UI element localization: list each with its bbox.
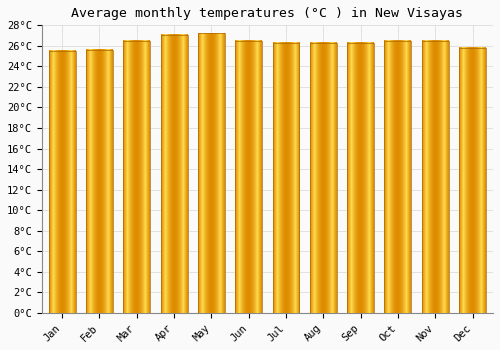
Bar [459,48,486,313]
Bar [124,41,150,313]
Bar [422,41,448,313]
Bar [310,43,336,313]
Bar [198,34,225,313]
Bar [347,43,374,313]
Bar [384,41,411,313]
Bar [86,50,113,313]
Bar [236,41,262,313]
Bar [160,35,188,313]
Title: Average monthly temperatures (°C ) in New Visayas: Average monthly temperatures (°C ) in Ne… [72,7,464,20]
Bar [49,51,76,313]
Bar [272,43,299,313]
